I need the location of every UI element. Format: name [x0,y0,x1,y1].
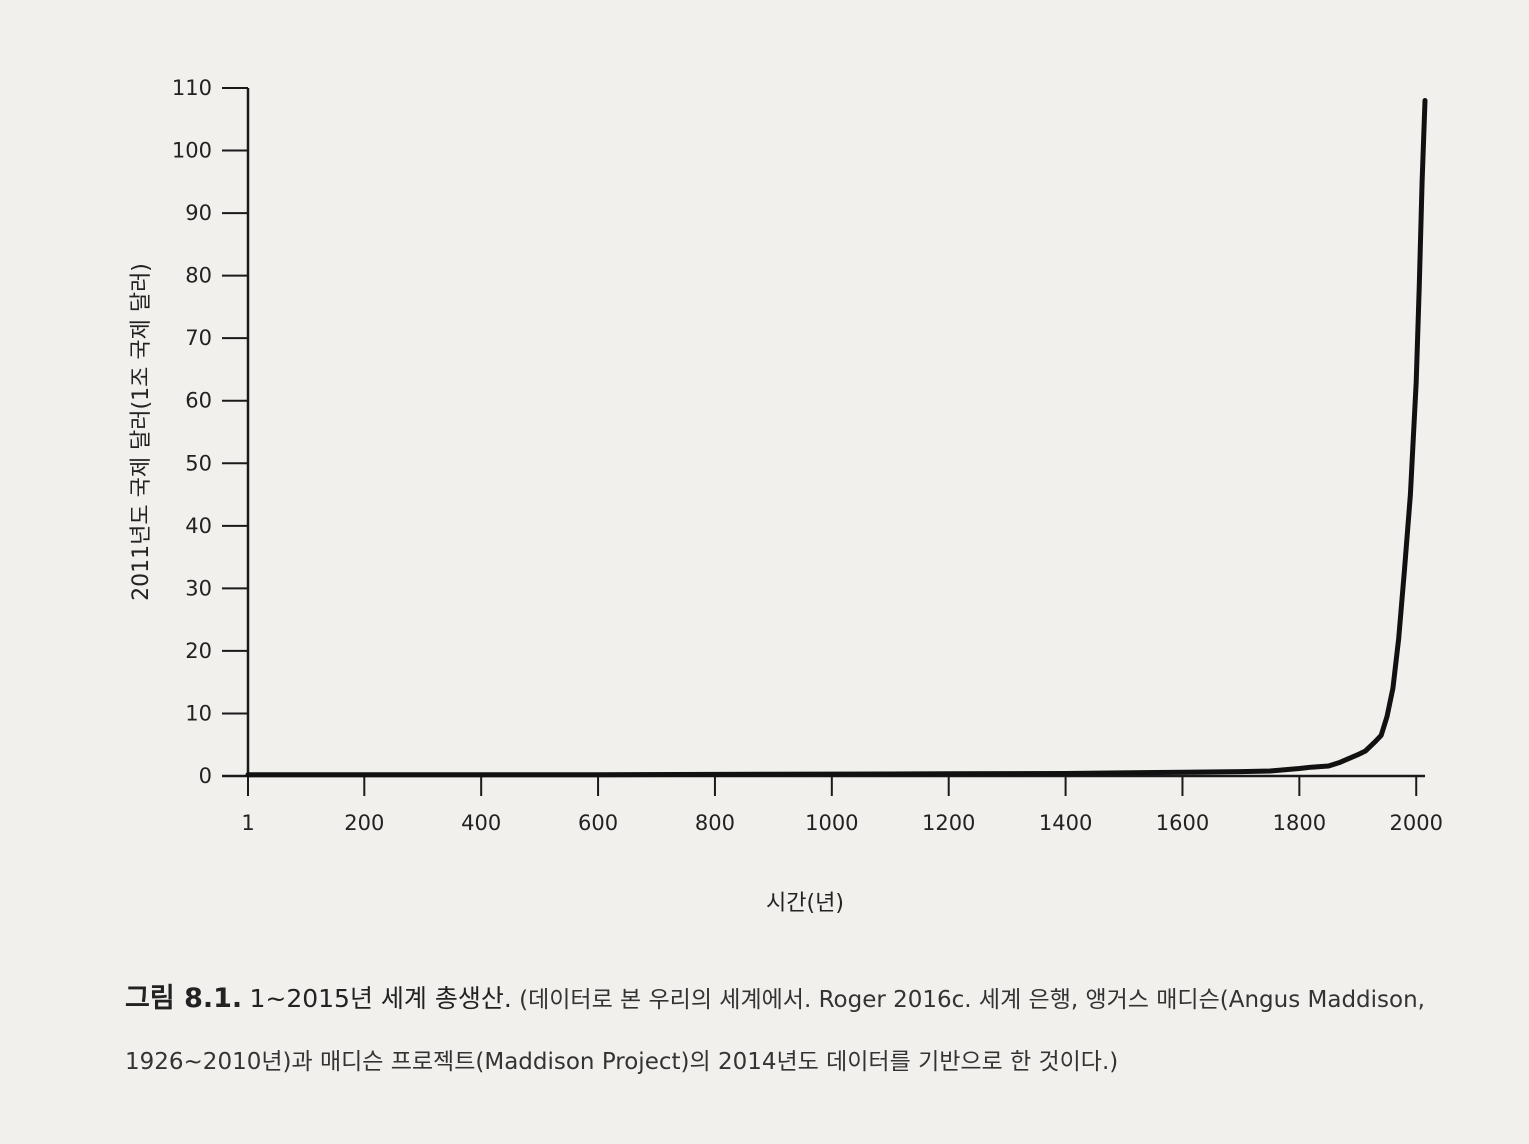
y-tick-label: 100 [172,139,212,163]
y-tick-label: 10 [185,701,212,725]
caption-label: 그림 8.1. [125,983,243,1014]
y-axis: 0 10 20 30 40 50 60 70 80 90 100 110 [172,76,250,788]
y-tick-label: 60 [185,389,212,413]
x-axis: 1 200 400 600 800 1000 1200 1400 1600 1800 2000 [222,774,1443,835]
figure-caption: 그림 8.1. 1~2015년 세계 총생산. (데이터로 본 우리의 세계에서… [125,968,1455,1093]
y-tick-label: 90 [185,201,212,225]
series-group [245,98,1428,778]
x-tick-label: 1000 [805,811,858,835]
y-tick-label: 70 [185,326,212,350]
x-tick-label: 1400 [1039,811,1092,835]
y-tick-label: 40 [185,514,212,538]
x-tick-label: 1600 [1156,811,1209,835]
x-tick-label: 1800 [1273,811,1326,835]
y-tick-label: 110 [172,76,212,100]
y-tick-label: 80 [185,264,212,288]
y-tick-label: 0 [199,764,212,788]
caption-title: 1~2015년 세계 총생산. [249,984,512,1013]
x-tick-label: 400 [461,811,501,835]
x-tick-label: 800 [695,811,735,835]
x-tick-label: 600 [578,811,618,835]
caption-text: (데이터로 본 우리의 세계에서. Roger 2016c. 세계 은행, 앵거… [125,987,1425,1075]
x-tick-label: 2000 [1390,811,1443,835]
y-axis-title: 2011년도 국제 달러(1조 국제 달러) [129,263,154,601]
x-axis-title: 시간(년) [766,891,844,916]
y-tick-label: 20 [185,639,212,663]
series-line [245,98,1428,778]
x-tick-label: 200 [344,811,384,835]
x-tick-label: 1 [241,811,254,835]
y-tick-label: 50 [185,451,212,475]
x-tick-label: 1200 [922,811,975,835]
y-tick-label: 30 [185,576,212,600]
